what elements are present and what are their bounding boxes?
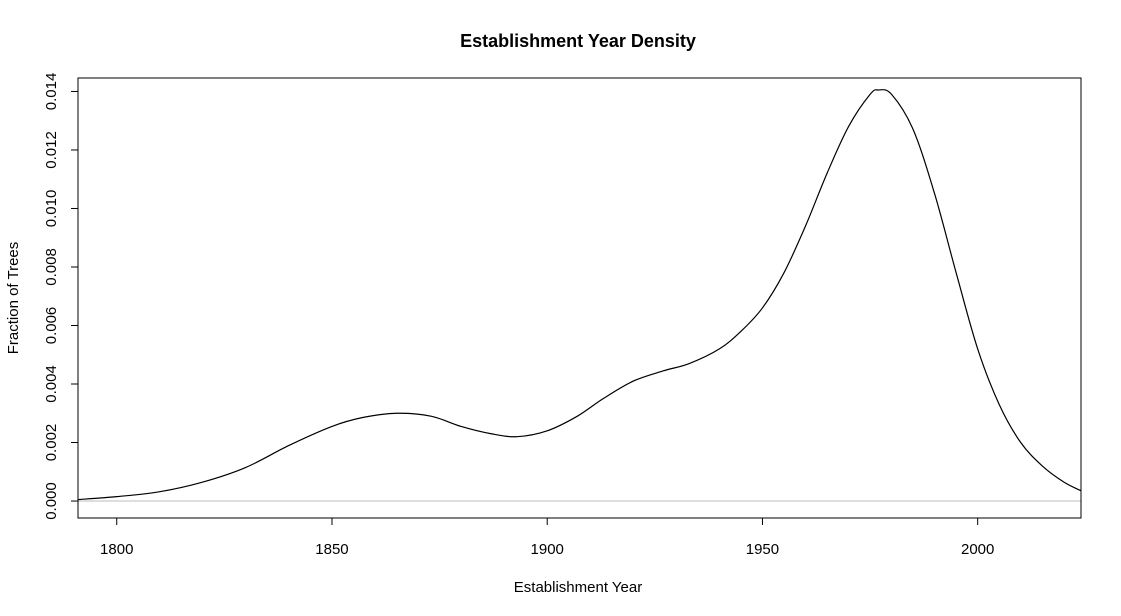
y-tick-label-0.006: 0.006 [43, 307, 60, 345]
y-tick-label-0.002: 0.002 [43, 424, 60, 462]
y-tick-label-0.012: 0.012 [43, 131, 60, 169]
y-tick-label-0.014: 0.014 [43, 73, 60, 111]
y-tick-label-0.000: 0.000 [43, 482, 60, 520]
chart-title: Establishment Year Density [460, 31, 696, 51]
x-tick-label-1900: 1900 [531, 541, 564, 558]
plot-area: 1800 1850 1900 1950 2000 0.000 0.002 0.004 0.006… [43, 73, 1082, 558]
y-tick-label-0.008: 0.008 [43, 248, 60, 286]
x-tick-label-1950: 1950 [746, 541, 779, 558]
y-tick-label-0.010: 0.010 [43, 190, 60, 228]
plot-frame [77, 77, 1082, 519]
density-curve [77, 89, 1082, 501]
x-tick-label-2000: 2000 [961, 541, 994, 558]
y-tick-label-0.004: 0.004 [43, 365, 60, 403]
y-axis-label: Fraction of Trees [5, 242, 22, 355]
x-axis-label: Establishment Year [514, 579, 642, 596]
x-tick-label-1850: 1850 [315, 541, 348, 558]
x-tick-label-1800: 1800 [100, 541, 133, 558]
